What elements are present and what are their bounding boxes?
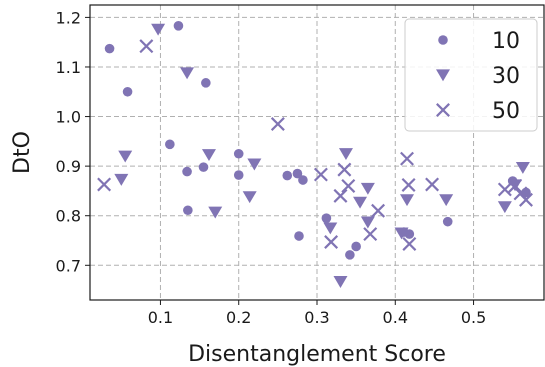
data-point-series-30: [323, 222, 338, 235]
data-point-series-50: [324, 235, 339, 249]
data-point-series-10: [294, 231, 304, 241]
data-point-series-10: [233, 148, 244, 159]
data-point-series-10: [292, 168, 303, 179]
data-point-series-30: [201, 149, 216, 162]
data-point-series-50: [400, 151, 414, 166]
data-point-series-10: [404, 229, 415, 239]
y-tick-label: 0.7: [56, 256, 81, 275]
data-point-series-10: [183, 205, 193, 216]
data-point-series-50: [402, 236, 417, 251]
data-point-series-30: [515, 162, 530, 174]
data-point-series-30: [394, 227, 409, 240]
data-point-series-30: [360, 216, 375, 229]
data-point-series-10: [282, 170, 293, 181]
x-axis-label: Disentanglement Score: [188, 342, 446, 367]
legend-label-30: 30: [492, 64, 520, 89]
x-tick-label: 0.4: [383, 308, 408, 327]
data-point-series-50: [425, 177, 440, 192]
x-axis-ticks: 0.1 0.2 0.3 0.4 0.5: [148, 300, 486, 327]
data-point-series-50: [371, 203, 386, 218]
data-point-series-10: [321, 213, 332, 223]
data-point-series-50: [139, 39, 154, 54]
data-point-series-30: [151, 23, 166, 36]
data-point-series-50: [270, 117, 285, 131]
x-tick-label: 0.2: [226, 308, 251, 327]
x-tick-label: 0.3: [304, 308, 329, 327]
data-point-series-50: [313, 167, 328, 182]
data-point-series-10: [233, 170, 244, 180]
data-point-series-30: [118, 150, 133, 163]
legend-marker-30: [436, 69, 450, 82]
data-point-series-50: [508, 178, 523, 193]
data-point-series-10: [198, 162, 209, 172]
y-tick-label: 0.8: [56, 207, 81, 226]
data-point-series-10: [182, 166, 192, 177]
data-point-series-50: [97, 177, 112, 192]
data-point-series-50: [337, 162, 352, 177]
data-point-series-30: [208, 206, 223, 219]
data-point-series-10: [442, 216, 453, 227]
y-tick-label: 1.2: [56, 8, 81, 27]
data-points: [97, 21, 533, 288]
legend-label-50: 50: [492, 99, 520, 124]
data-point-series-30: [360, 182, 375, 195]
data-point-series-30: [247, 158, 262, 171]
data-point-series-50: [401, 177, 416, 192]
y-tick-label: 1.1: [56, 58, 81, 77]
y-axis-label: DtO: [10, 131, 35, 174]
data-point-series-50: [333, 188, 348, 203]
y-axis-ticks: 0.7 0.8 0.9 1.0 1.1 1.2: [56, 8, 90, 275]
legend-label-10: 10: [492, 29, 520, 54]
x-tick-label: 0.1: [148, 308, 173, 327]
legend-marker-10: [438, 35, 448, 45]
data-point-series-10: [201, 78, 211, 88]
y-tick-label: 1.0: [56, 108, 81, 127]
data-point-series-30: [333, 276, 348, 288]
data-point-series-30: [242, 191, 257, 204]
y-tick-label: 0.9: [56, 157, 81, 176]
data-point-series-30: [353, 196, 368, 209]
data-point-series-50: [363, 227, 378, 242]
data-point-series-10: [351, 241, 361, 252]
series-30: [114, 23, 530, 288]
data-point-series-10: [122, 86, 133, 97]
x-tick-label: 0.5: [461, 308, 486, 327]
data-point-series-10: [345, 250, 355, 260]
legend-box: [404, 18, 538, 132]
data-point-series-50: [341, 178, 356, 193]
data-point-series-50: [519, 192, 533, 207]
data-point-series-30: [400, 194, 415, 207]
data-point-series-50: [497, 182, 512, 197]
data-point-series-30: [180, 67, 195, 80]
data-point-series-10: [104, 43, 115, 54]
data-point-series-10: [165, 139, 175, 150]
data-point-series-30: [114, 173, 129, 186]
data-point-series-30: [338, 148, 353, 161]
data-point-series-10: [173, 21, 184, 31]
data-point-series-30: [497, 201, 512, 214]
data-point-series-10: [298, 175, 308, 185]
series-50: [97, 39, 533, 251]
legend-marker-50: [436, 103, 450, 117]
legend: 10 30 50: [404, 18, 538, 132]
data-point-series-30: [439, 194, 454, 207]
